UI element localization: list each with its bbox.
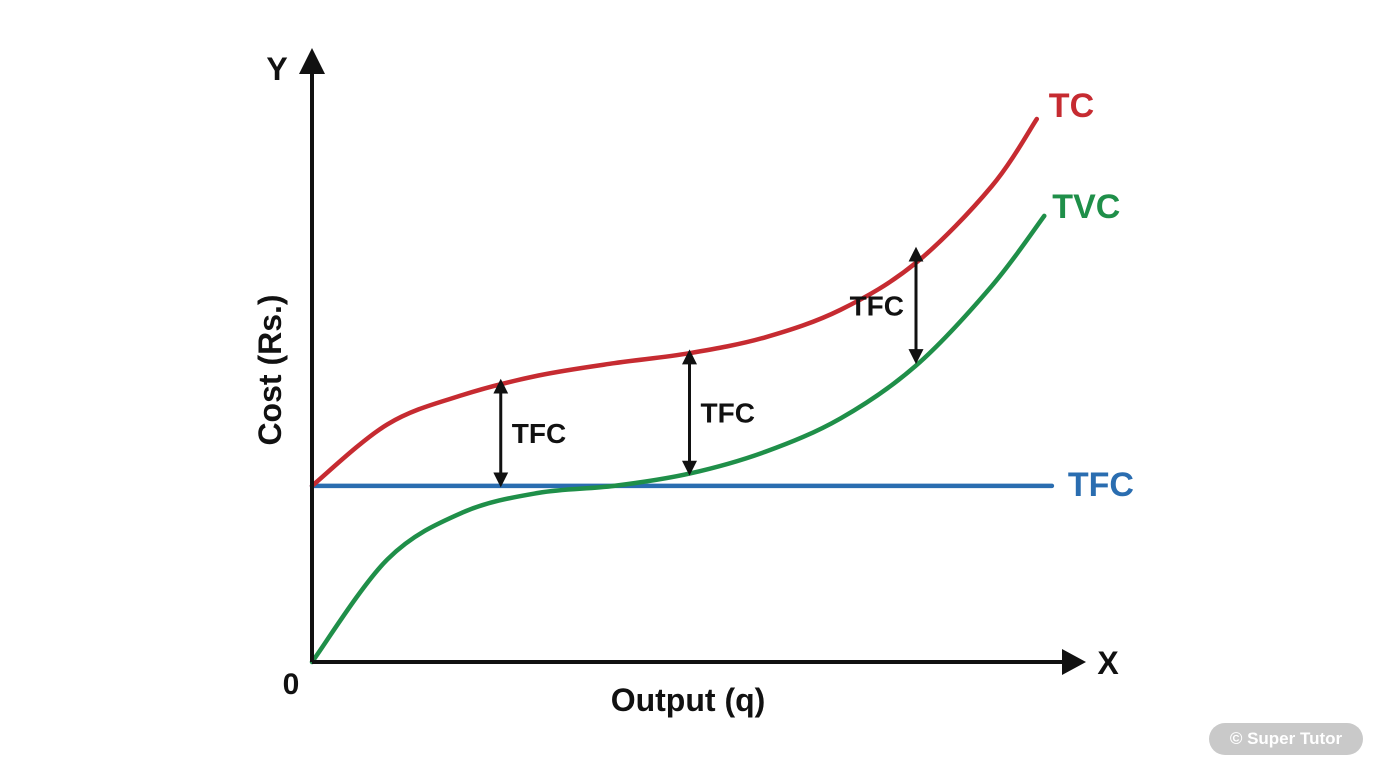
axes: Y X 0 Output (q) Cost (Rs.) bbox=[252, 48, 1119, 718]
series-tc-line bbox=[309, 116, 1040, 489]
series-tc-label: TC bbox=[1049, 87, 1094, 125]
series-tfc-label: TFC bbox=[1068, 466, 1134, 504]
origin-label: 0 bbox=[283, 668, 300, 701]
series-tvc-label: TVC bbox=[1052, 188, 1120, 226]
series-tvc-line bbox=[309, 213, 1047, 665]
annotation-layer: TFC TFC TFC bbox=[493, 246, 924, 488]
tfc-gap-label-2: TFC bbox=[701, 398, 755, 429]
x-axis-title: Output (q) bbox=[611, 682, 766, 718]
tfc-gap-label-1: TFC bbox=[512, 418, 566, 449]
y-axis-letter: Y bbox=[266, 51, 287, 87]
x-axis-letter: X bbox=[1097, 645, 1119, 681]
y-axis-title: Cost (Rs.) bbox=[252, 294, 288, 445]
series-layer: TFC TVC TC bbox=[309, 87, 1134, 665]
watermark-badge: © Super Tutor bbox=[1209, 723, 1363, 755]
tfc-gap-label-3: TFC bbox=[850, 290, 904, 321]
y-axis-arrow-icon bbox=[299, 48, 325, 74]
x-axis-arrow-icon bbox=[1062, 649, 1086, 675]
